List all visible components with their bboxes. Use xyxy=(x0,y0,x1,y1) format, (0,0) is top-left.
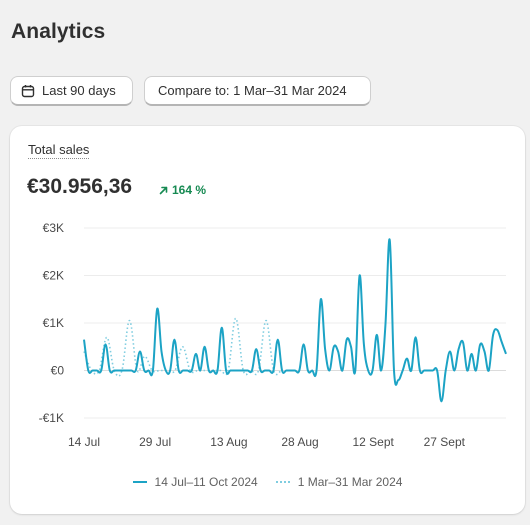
compare-label: Compare to: 1 Mar–31 Mar 2024 xyxy=(158,83,347,98)
legend-label-current: 14 Jul–11 Oct 2024 xyxy=(154,475,258,489)
x-tick-label: 13 Aug xyxy=(210,435,247,449)
metric-change-value: 164 % xyxy=(172,183,207,197)
page-title: Analytics xyxy=(11,20,106,43)
x-tick-label: 28 Aug xyxy=(281,435,318,449)
metric-change: 164 % xyxy=(159,183,206,197)
series-line-current[interactable] xyxy=(83,238,507,403)
y-tick-label: €1K xyxy=(43,316,64,330)
x-tick-label: 27 Sept xyxy=(424,435,466,449)
date-range-button[interactable]: Last 90 days xyxy=(10,76,133,106)
chart-series xyxy=(83,238,507,403)
metric-label[interactable]: Total sales xyxy=(28,142,90,159)
date-range-label: Last 90 days xyxy=(42,83,116,98)
x-tick-label: 14 Jul xyxy=(68,435,100,449)
y-axis-ticks: €3K €2K €1K €0 -€1K xyxy=(39,221,65,425)
compare-button[interactable]: Compare to: 1 Mar–31 Mar 2024 xyxy=(144,76,371,106)
total-sales-card: Total sales €30.956,36 164 % €3K €2K €1K €0… xyxy=(10,126,525,514)
x-axis-ticks: 14 Jul 29 Jul 13 Aug 28 Aug 12 Sept 27 Sept xyxy=(68,435,466,449)
metric-value: €30.956,36 xyxy=(27,175,133,198)
legend-item-current[interactable]: 14 Jul–11 Oct 2024 xyxy=(132,475,258,489)
series-line-previous[interactable] xyxy=(83,317,282,377)
y-tick-label: €2K xyxy=(43,269,64,283)
x-tick-label: 29 Jul xyxy=(139,435,171,449)
y-tick-label: €0 xyxy=(51,364,65,378)
chart-legend: 14 Jul–11 Oct 2024 1 Mar–31 Mar 2024 xyxy=(10,475,525,489)
legend-swatch-current xyxy=(132,481,147,483)
sales-line-chart[interactable]: €3K €2K €1K €0 -€1K 14 Jul 29 Jul 13 Aug 28 Aug… xyxy=(10,126,525,466)
x-tick-label: 12 Sept xyxy=(352,435,394,449)
legend-item-previous[interactable]: 1 Mar–31 Mar 2024 xyxy=(275,475,403,489)
y-tick-label: -€1K xyxy=(39,411,64,425)
arrow-up-right-icon xyxy=(159,186,168,194)
legend-swatch-previous xyxy=(275,481,290,483)
legend-label-previous: 1 Mar–31 Mar 2024 xyxy=(297,475,403,489)
y-tick-label: €3K xyxy=(43,221,64,235)
calendar-icon xyxy=(21,84,35,98)
